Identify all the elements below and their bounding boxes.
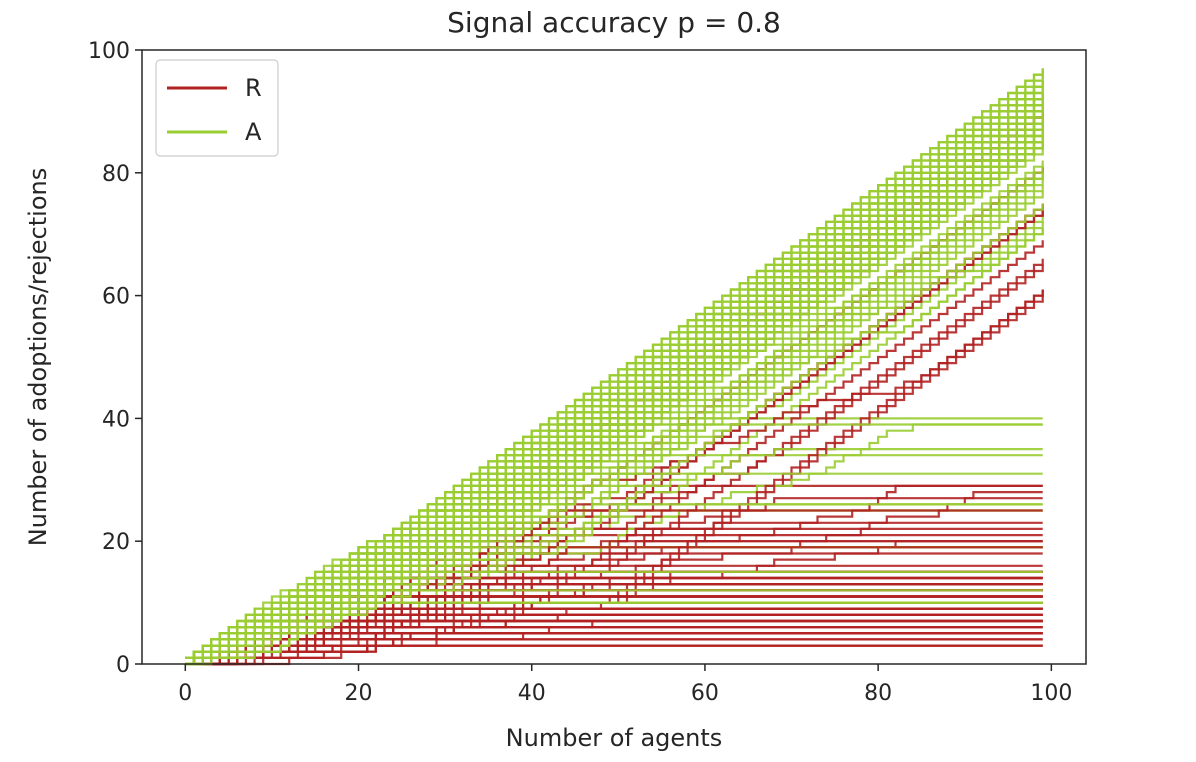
x-tick-label: 0 (178, 681, 192, 706)
series-r-line (185, 644, 1043, 666)
series-r-line (185, 111, 1044, 659)
series-a-line (185, 105, 1044, 666)
series-a-line (185, 221, 1044, 659)
series-a-line (185, 503, 1043, 659)
series-r-line (185, 521, 1043, 666)
series-r-line (185, 607, 1043, 666)
series-a-line (185, 80, 1044, 666)
series-a-line (185, 111, 1044, 659)
series-r-line (185, 595, 1043, 666)
series-a-line (185, 136, 1044, 659)
series-a-line (185, 99, 1044, 659)
series-a-line (185, 105, 1044, 666)
series-r-line (185, 595, 1043, 666)
legend-label-r: R (245, 74, 262, 102)
series-a-line (185, 117, 1044, 666)
y-tick-label: 100 (88, 39, 130, 64)
series-r-line (185, 589, 1043, 659)
series-r-line (185, 484, 1043, 666)
series-a-line (185, 105, 1044, 666)
series-a-line (185, 142, 1044, 659)
series-r-line (185, 632, 1043, 666)
series-a-line (185, 136, 1044, 659)
x-axis-ticks: 0 20 40 60 80 100 (178, 664, 1072, 706)
y-tick-label: 20 (102, 530, 130, 555)
series-r-line (185, 203, 1044, 666)
series-a-line (185, 570, 1043, 659)
series-r-line (185, 264, 1044, 666)
series-r-line (185, 589, 1043, 659)
series-r-line (185, 589, 1043, 659)
x-tick-label: 40 (518, 681, 546, 706)
series-a-line (185, 99, 1044, 659)
chart-title: Signal accuracy p = 0.8 (447, 6, 781, 39)
plot-frame (141, 49, 1087, 665)
series-a-line (185, 601, 1043, 659)
series-a-line (185, 74, 1044, 659)
x-tick-label: 80 (864, 681, 892, 706)
series-r-line (185, 595, 1043, 666)
series-r-line (185, 595, 1043, 666)
series-r-line (185, 509, 1043, 666)
series-r-line (185, 601, 1043, 659)
series-a-line (185, 136, 1044, 659)
series-a-line (185, 117, 1044, 666)
series-a-line (185, 589, 1043, 659)
y-axis-label: Number of adoptions/rejections (24, 168, 52, 546)
x-tick-label: 60 (691, 681, 719, 706)
series-r-line (185, 595, 1043, 666)
series-a-line (185, 99, 1044, 659)
series-a-line (185, 68, 1044, 659)
series-r-line (185, 564, 1043, 659)
series-r-line (185, 570, 1043, 666)
x-tick-label: 20 (345, 681, 373, 706)
legend-label-a: A (245, 118, 262, 146)
series-r-line (185, 595, 1043, 666)
series-a-line (185, 136, 1044, 659)
y-axis-ticks: 0 20 40 60 80 100 (88, 39, 142, 678)
series-a-line (185, 68, 1044, 659)
series-r-line (185, 632, 1043, 666)
series-r-line (185, 607, 1043, 666)
series-r-line (185, 289, 1044, 666)
series-a-line (185, 80, 1044, 659)
legend: R A (155, 59, 279, 157)
y-tick-label: 40 (102, 407, 130, 432)
series-r-line (185, 607, 1043, 666)
series-a-line (185, 74, 1044, 659)
series-r-line (185, 632, 1043, 666)
plot-lines (185, 68, 1044, 666)
series-a-line (185, 136, 1044, 659)
x-axis-label: Number of agents (506, 724, 723, 752)
series-a-line (185, 105, 1044, 659)
series-r-line (185, 644, 1043, 666)
series-a-line (185, 601, 1043, 659)
y-tick-label: 0 (116, 653, 130, 678)
series-r-line (185, 607, 1043, 666)
series-a-line (185, 509, 1043, 666)
series-r-line (185, 570, 1043, 666)
series-r-line (185, 142, 1044, 666)
series-a-line (185, 68, 1044, 659)
series-a-line (185, 142, 1044, 666)
series-a-line (185, 228, 1044, 666)
series-r-line (185, 632, 1043, 666)
series-a-line (185, 80, 1044, 666)
x-tick-label: 100 (1030, 681, 1072, 706)
series-a-line (185, 99, 1044, 659)
series-r-line (185, 570, 1043, 666)
series-r-line (185, 626, 1043, 659)
y-tick-label: 80 (102, 162, 130, 187)
series-r-line (185, 644, 1043, 666)
series-r-line (185, 601, 1043, 659)
y-tick-label: 60 (102, 285, 130, 310)
series-r-line (185, 240, 1044, 666)
series-r-line (185, 570, 1043, 666)
